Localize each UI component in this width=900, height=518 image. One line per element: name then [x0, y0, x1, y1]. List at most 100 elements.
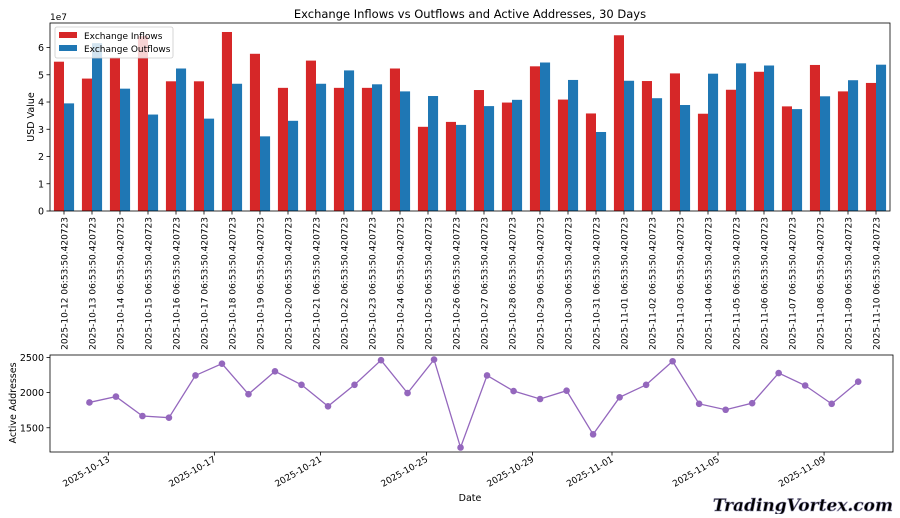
x-tick-label: 2025-10-18 06:53:50.420723 — [229, 217, 239, 350]
x-tick-label: 2025-10-13 — [62, 455, 112, 490]
bar-inflow — [613, 35, 624, 212]
x-tick-label: 2025-10-28 06:53:50.420723 — [509, 217, 519, 350]
legend-label-inflows: Exchange Inflows — [84, 32, 163, 42]
bar-inflow — [809, 64, 820, 212]
x-tick-label: 2025-11-05 — [671, 455, 721, 490]
bar-outflow — [232, 83, 243, 211]
data-point — [722, 406, 729, 414]
data-point — [430, 356, 438, 363]
data-point — [616, 394, 623, 401]
data-point — [589, 431, 597, 438]
bar-inflow — [557, 99, 568, 211]
data-point — [828, 400, 835, 408]
bar-inflow — [193, 81, 204, 211]
data-point — [165, 414, 173, 421]
data-point — [324, 403, 332, 410]
bar-outflow — [792, 109, 803, 211]
x-tick-label: 2025-10-30 06:53:50.420723 — [565, 217, 575, 350]
data-point — [854, 378, 862, 386]
x-tick-label: 2025-10-24 06:53:50.420723 — [397, 217, 407, 350]
bar-outflow — [848, 80, 859, 211]
bar-inflow — [277, 87, 288, 211]
bar-outflow — [428, 96, 439, 211]
bar-outflow — [92, 43, 103, 211]
bar-inflow — [53, 61, 64, 212]
bar-outflow — [204, 118, 215, 211]
data-point — [563, 387, 570, 395]
bar-outflow — [512, 99, 523, 211]
data-point — [669, 357, 676, 365]
line-chart: 1500 2000 2500 2025-10-13 2025-10-17 2025-10-… — [20, 353, 894, 490]
data-point — [298, 381, 305, 389]
legend-label-outflows: Exchange Outflows — [84, 45, 171, 55]
x-tick-label: 2025-10-17 06:53:50.420723 — [201, 217, 211, 350]
x-tick-label: 2025-10-16 06:53:50.420723 — [173, 217, 183, 350]
bar-inflow — [81, 78, 92, 211]
bar-outflow — [764, 65, 775, 211]
bar-outflow — [400, 91, 411, 211]
y-offset-label: 1e7 — [50, 13, 67, 23]
data-point — [801, 382, 809, 389]
bar-outflow — [708, 73, 719, 212]
top-y-axis-label: USD Value — [26, 92, 37, 142]
x-tick-label: 2025-11-07 06:53:50.420723 — [789, 217, 799, 350]
x-tick-label: 2025-11-08 06:53:50.420723 — [817, 217, 827, 350]
x-tick-label: 2025-10-27 06:53:50.420723 — [481, 217, 491, 350]
y-tick-label: 2000 — [20, 388, 44, 399]
y-tick-label: 6 — [38, 43, 44, 54]
bar-outflow — [344, 70, 355, 212]
x-tick-label: 2025-10-29 06:53:50.420723 — [537, 217, 547, 350]
bar-inflow — [389, 68, 400, 211]
y-tick-label: 5 — [38, 70, 44, 81]
x-tick-label: 2025-10-20 06:53:50.420723 — [285, 217, 295, 350]
bar-inflow — [865, 82, 876, 211]
data-point — [483, 372, 491, 379]
x-tick-label: 2025-10-26 06:53:50.420723 — [453, 217, 463, 350]
bar-outflow — [680, 105, 691, 211]
x-tick-label: 2025-10-25 06:53:50.420723 — [425, 217, 435, 350]
watermark-logo: TradingVortex.com — [713, 496, 893, 514]
bar-inflow — [137, 36, 148, 211]
bottom-x-axis-label: Date — [459, 493, 482, 504]
data-point — [510, 387, 517, 395]
x-tick-label: 2025-11-03 06:53:50.420723 — [677, 217, 687, 350]
x-tick-label: 2025-11-01 — [565, 455, 615, 490]
x-tick-label: 2025-11-09 — [777, 455, 828, 490]
x-tick-label: 2025-10-14 06:53:50.420723 — [117, 217, 127, 350]
bar-outflow — [596, 131, 607, 211]
bar-outflow — [372, 84, 383, 211]
y-tick-label: 4 — [38, 98, 44, 109]
series-line — [89, 358, 859, 450]
y-tick-label: 2500 — [20, 353, 44, 364]
x-tick-label: 2025-10-23 06:53:50.420723 — [369, 217, 379, 350]
x-tick-label: 2025-11-06 06:53:50.420723 — [761, 217, 771, 350]
legend-swatch-outflows — [59, 45, 77, 51]
data-point — [748, 399, 756, 407]
x-tick-label: 2025-11-04 06:53:50.420723 — [705, 217, 715, 350]
bar-outflow — [120, 88, 131, 211]
data-point — [192, 372, 199, 379]
x-tick-label: 2025-10-13 06:53:50.420723 — [89, 217, 99, 350]
bar-inflow — [221, 31, 232, 212]
data-point — [404, 389, 411, 397]
bar-inflow — [585, 113, 596, 211]
bar-outflow — [736, 63, 747, 211]
bar-outflow — [316, 83, 327, 211]
x-tick-label: 2025-10-19 06:53:50.420723 — [257, 217, 267, 350]
bar-inflow — [837, 91, 848, 211]
y-tick-label: 0 — [38, 207, 44, 218]
bar-inflow — [501, 102, 512, 211]
bar-inflow — [753, 71, 764, 211]
x-tick-label: 2025-10-29 — [486, 455, 537, 490]
y-tick-label: 3 — [38, 125, 44, 136]
bar-inflow — [305, 60, 316, 211]
bar-chart: 2025-10-12 06:53:50.420723 2025-10-13 06:… — [38, 22, 891, 350]
data-point — [695, 400, 703, 408]
bar-outflow — [652, 98, 663, 211]
bar-inflow — [697, 113, 708, 211]
data-point — [271, 368, 279, 375]
data-point — [245, 390, 252, 398]
bar-outflow — [820, 96, 831, 211]
bar-inflow — [781, 106, 792, 211]
